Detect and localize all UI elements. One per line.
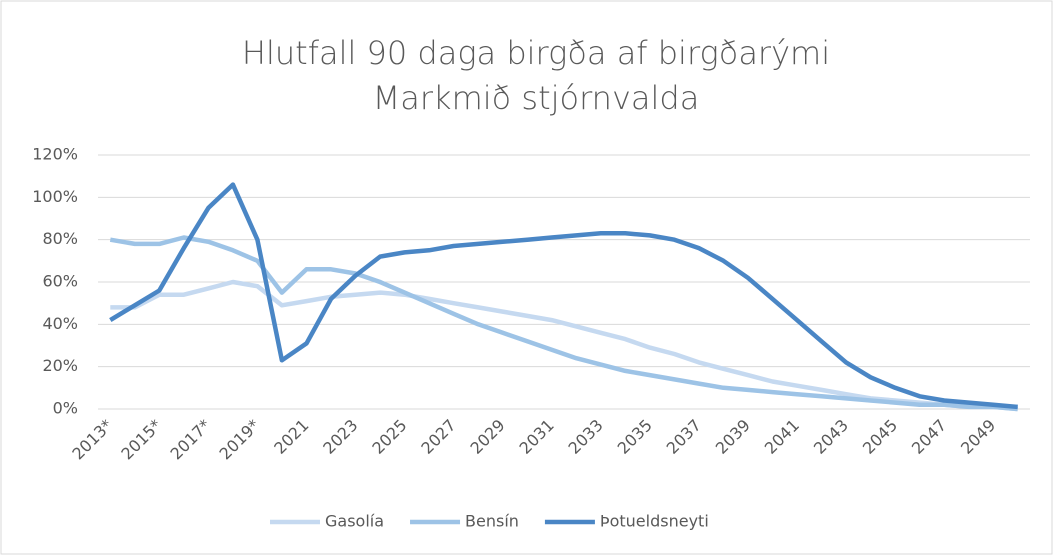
chart-subtitle: Markmið stjórnvalda [373, 79, 700, 117]
chart-title: Hlutfall 90 daga birgða af birgðarými [242, 34, 830, 72]
y-tick-label: 20% [42, 356, 78, 375]
legend-label: Gasolía [325, 512, 384, 531]
legend-label: Bensín [465, 512, 519, 531]
series-line [110, 279, 1018, 412]
series-line [109, 182, 1018, 410]
legend-label: Þotueldsneyti [600, 512, 709, 531]
legend: Gasolía Bensín Þotueldsneyti [270, 512, 709, 531]
y-tick-label: 100% [32, 187, 78, 206]
y-tick-label: 0% [53, 399, 78, 418]
y-tick-label: 80% [42, 229, 78, 248]
y-tick-label: 40% [42, 314, 78, 333]
y-tick-label: 120% [32, 145, 78, 164]
y-tick-label: 60% [42, 272, 78, 291]
